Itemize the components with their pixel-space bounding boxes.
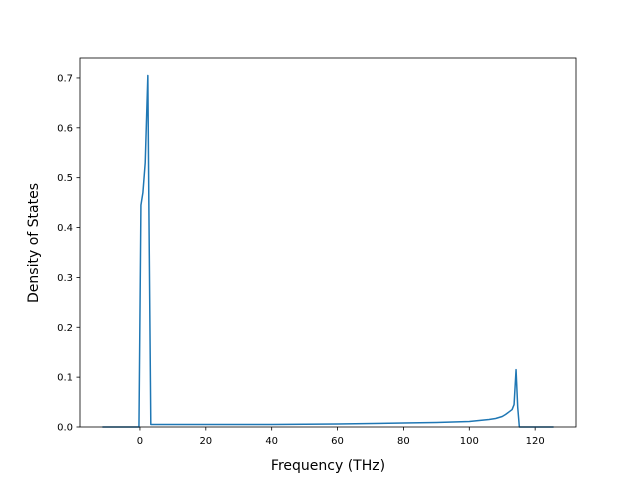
y-tick-label: 0.0 (57, 423, 73, 434)
x-tick-label: 120 (526, 436, 545, 447)
x-tick-label: 60 (331, 436, 344, 447)
y-tick-label: 0.4 (57, 223, 73, 234)
y-tick-label: 0.2 (57, 323, 73, 334)
x-tick-label: 100 (460, 436, 479, 447)
y-tick-label: 0.6 (57, 123, 73, 134)
x-tick-label: 0 (137, 436, 143, 447)
x-tick-label: 20 (199, 436, 212, 447)
x-axis-label: Frequency (THz) (271, 458, 385, 474)
y-axis-label: Density of States (26, 183, 42, 303)
y-tick-label: 0.7 (57, 73, 73, 84)
y-tick-label: 0.1 (57, 373, 73, 384)
x-tick-label: 80 (397, 436, 410, 447)
data-line (102, 74, 554, 428)
x-tick-label: 40 (265, 436, 278, 447)
plot-frame (79, 57, 577, 428)
y-tick-label: 0.5 (57, 173, 73, 184)
y-tick-label: 0.3 (57, 273, 73, 284)
